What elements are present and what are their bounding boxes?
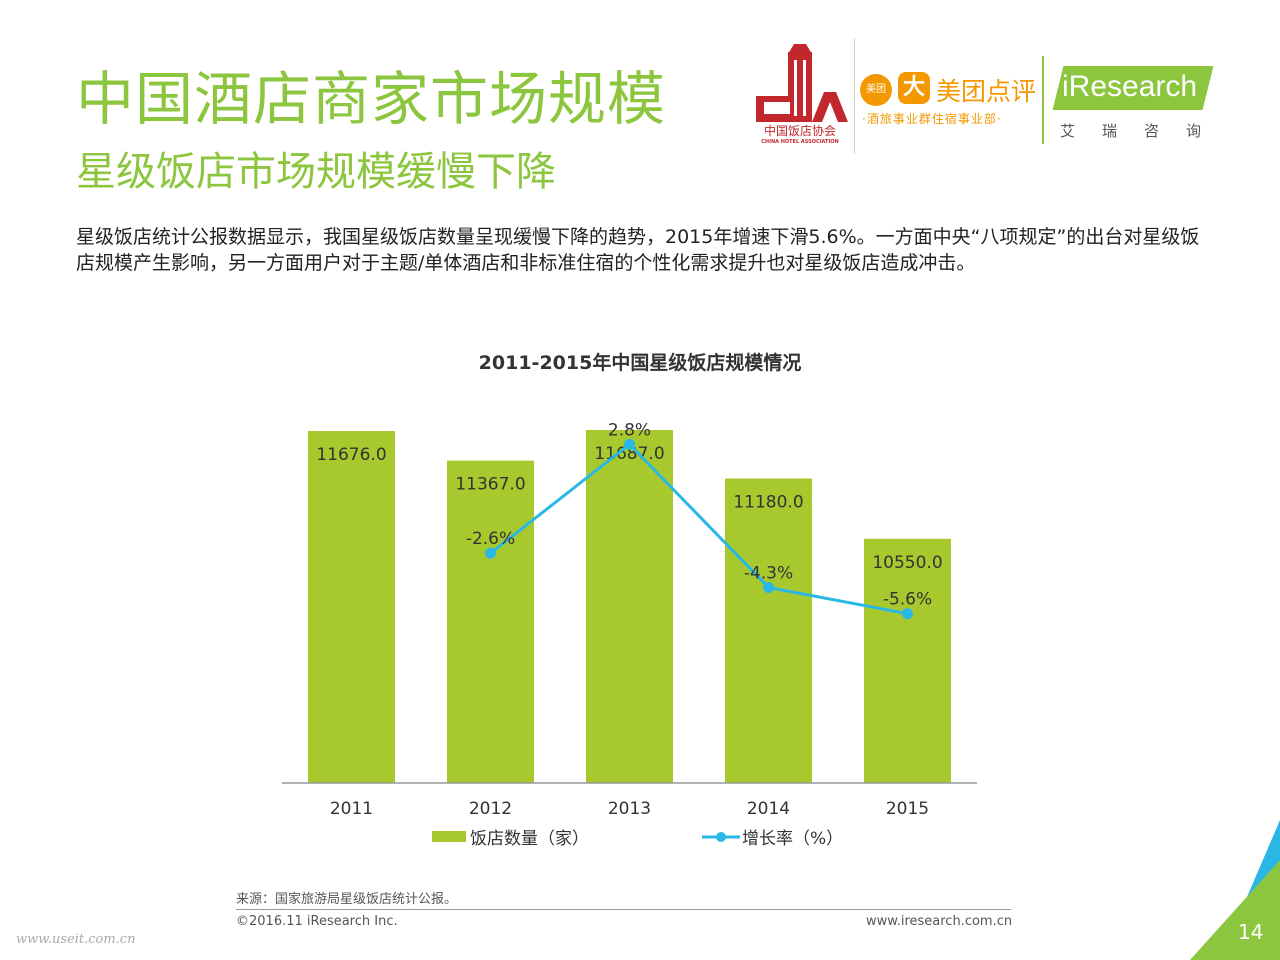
growth-point-2013 <box>624 438 635 450</box>
source-note: 来源：国家旅游局星级饭店统计公报。 <box>236 892 458 907</box>
x-tick-label: 2014 <box>747 799 790 819</box>
x-tick-label: 2013 <box>608 799 651 819</box>
legend-line-label: 增长率（%） <box>742 829 843 849</box>
iresearch-logo: iResearch 艾瑞咨询 <box>1052 66 1218 146</box>
bar-value-label: 11180.0 <box>733 493 803 513</box>
iresearch-name: iResearch <box>1062 70 1198 103</box>
x-tick-label: 2011 <box>330 799 373 819</box>
copyright: ©2016.11 iResearch Inc. <box>236 914 398 929</box>
meituan-logo: 美团 大 美团点评 ·酒旅事业群住宿事业部· <box>860 62 1040 132</box>
legend: 饭店数量（家） 增长率（%） <box>432 829 843 849</box>
x-tick-label: 2012 <box>469 799 512 819</box>
corner-decoration <box>1190 820 1280 960</box>
growth-rate-label: -2.6% <box>466 529 515 549</box>
bar-2012 <box>447 460 534 783</box>
page-subtitle: 星级饭店市场规模缓慢下降 <box>76 149 556 195</box>
logo-divider <box>854 38 855 154</box>
growth-point-2015 <box>902 608 913 620</box>
meituan-badge-icon: 美团 <box>860 74 892 106</box>
bar-value-label: 11367.0 <box>455 475 525 495</box>
legend-bar-swatch <box>432 831 466 842</box>
page-number: 14 <box>1238 920 1264 944</box>
chart-title: 2011-2015年中国星级饭店规模情况 <box>479 351 802 374</box>
footer-divider <box>236 909 1011 910</box>
meituan-subtitle: ·酒旅事业群住宿事业部· <box>862 112 1002 126</box>
iresearch-cn-name: 艾瑞咨询 <box>1060 122 1229 140</box>
website-link[interactable]: www.iresearch.com.cn <box>866 914 1013 929</box>
page-title: 中国酒店商家市场规模 <box>76 65 667 133</box>
growth-rate-label: 2.8% <box>608 420 651 440</box>
growth-point-2012 <box>485 547 496 559</box>
growth-rate-label: -4.3% <box>744 563 793 583</box>
dianping-icon: 大 <box>898 72 930 104</box>
bar-2011 <box>308 431 395 783</box>
bar-2014 <box>725 478 812 783</box>
bar-value-label: 10550.0 <box>872 553 942 573</box>
bar-2015 <box>864 538 951 783</box>
legend-line-marker <box>716 832 726 842</box>
china-hotel-association-logo <box>756 44 848 122</box>
bar-2013 <box>586 429 673 783</box>
watermark: www.useit.com.cn <box>16 932 136 947</box>
growth-point-2014 <box>763 581 774 593</box>
logo-divider <box>1042 56 1044 144</box>
x-tick-label: 2015 <box>886 799 929 819</box>
growth-rate-label: -5.6% <box>883 590 932 610</box>
summary-paragraph: 星级饭店统计公报数据显示，我国星级饭店数量呈现缓慢下降的趋势，2015年增速下滑… <box>76 226 1200 274</box>
meituan-name: 美团点评 <box>936 77 1037 106</box>
cha-logo-english: CHINA HOTEL ASSOCIATION <box>761 139 839 145</box>
cha-logo-name: 中国饭店协会 <box>763 124 836 138</box>
bar-value-label: 11676.0 <box>316 445 386 465</box>
growth-rate-line <box>489 442 908 616</box>
legend-bar-label: 饭店数量（家） <box>470 829 589 849</box>
